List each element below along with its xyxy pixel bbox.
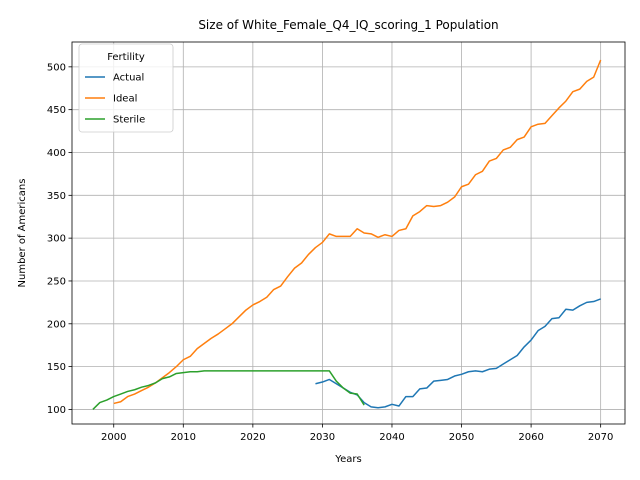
y-axis-label: Number of Americans xyxy=(17,179,28,288)
legend-label-ideal: Ideal xyxy=(113,94,137,105)
y-tick-label: 100 xyxy=(47,405,66,416)
x-tick-label: 2030 xyxy=(310,432,335,443)
y-tick-label: 300 xyxy=(47,234,66,245)
x-tick-label: 2050 xyxy=(449,432,474,443)
y-tick-label: 200 xyxy=(47,319,66,330)
legend-items: Actual Ideal Sterile xyxy=(85,73,145,126)
y-tick-label: 500 xyxy=(47,62,66,73)
x-tick-label: 2000 xyxy=(101,432,126,443)
x-tick-label: 2070 xyxy=(588,432,613,443)
series-lines xyxy=(92,59,602,410)
x-axis-ticks: 2000 2010 2020 2030 2040 2050 2060 2070 xyxy=(101,424,613,443)
y-tick-label: 150 xyxy=(47,362,66,373)
legend-label-actual: Actual xyxy=(113,73,144,84)
legend: Fertility Actual Ideal Sterile xyxy=(78,43,174,133)
x-tick-label: 2010 xyxy=(171,432,196,443)
x-axis-label: Years xyxy=(334,454,361,465)
x-tick-label: 2060 xyxy=(518,432,543,443)
legend-title: Fertility xyxy=(107,52,145,63)
chart-title: Size of White_Female_Q4_IQ_scoring_1 Pop… xyxy=(198,18,498,32)
series-line-actual xyxy=(315,298,601,409)
y-tick-label: 250 xyxy=(47,276,66,287)
y-tick-label: 350 xyxy=(47,191,66,202)
plot-frame xyxy=(71,41,626,425)
y-tick-label: 450 xyxy=(47,105,66,116)
y-tick-label: 400 xyxy=(47,148,66,159)
legend-box xyxy=(78,43,174,133)
series-line-sterile xyxy=(92,370,365,410)
series-line-ideal xyxy=(113,59,602,405)
x-tick-label: 2020 xyxy=(240,432,265,443)
x-tick-label: 2040 xyxy=(379,432,404,443)
grid xyxy=(72,42,625,424)
legend-label-sterile: Sterile xyxy=(113,115,145,126)
y-axis-ticks: 100 150 200 250 300 350 400 450 500 xyxy=(47,62,72,416)
